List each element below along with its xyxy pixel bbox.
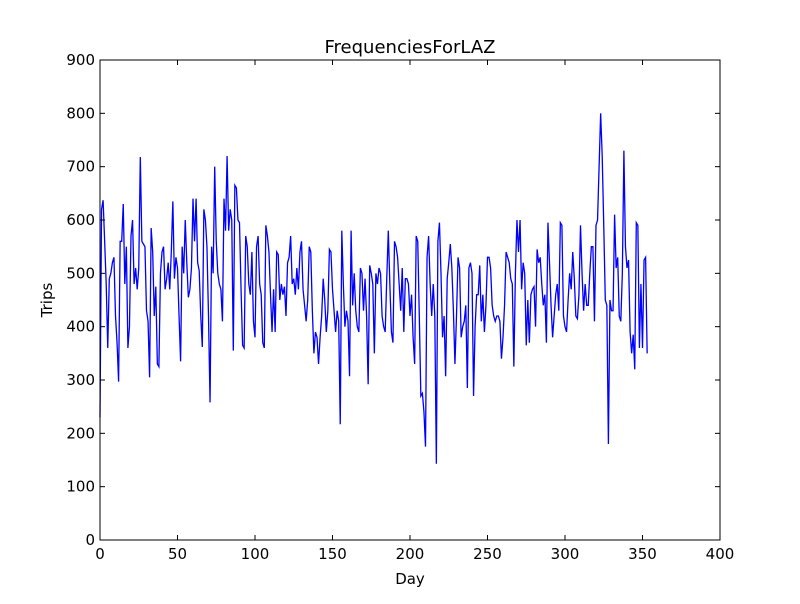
- x-tick-label: 100: [241, 545, 270, 563]
- x-tick-label: 200: [396, 545, 425, 563]
- y-tick-label: 0: [85, 531, 95, 549]
- data-line: [99, 113, 648, 464]
- y-tick-label: 300: [66, 371, 95, 389]
- y-tick-label: 900: [66, 51, 95, 69]
- x-tick-label: 350: [628, 545, 657, 563]
- x-tick-label: 400: [706, 545, 735, 563]
- x-axis-label: Day: [395, 570, 425, 588]
- x-tick-label: 0: [95, 545, 105, 563]
- y-tick-label: 800: [66, 104, 95, 122]
- chart-title: FrequenciesForLAZ: [325, 37, 496, 58]
- x-tick-label: 150: [318, 545, 347, 563]
- x-tick-label: 300: [551, 545, 580, 563]
- y-tick-label: 700: [66, 158, 95, 176]
- y-tick-label: 500: [66, 264, 95, 282]
- x-tick-label: 50: [168, 545, 187, 563]
- y-tick-label: 200: [66, 424, 95, 442]
- y-tick-label: 400: [66, 318, 95, 336]
- x-tick-label: 250: [473, 545, 502, 563]
- y-tick-label: 600: [66, 211, 95, 229]
- y-tick-label: 100: [66, 478, 95, 496]
- y-axis-label: Trips: [38, 283, 56, 319]
